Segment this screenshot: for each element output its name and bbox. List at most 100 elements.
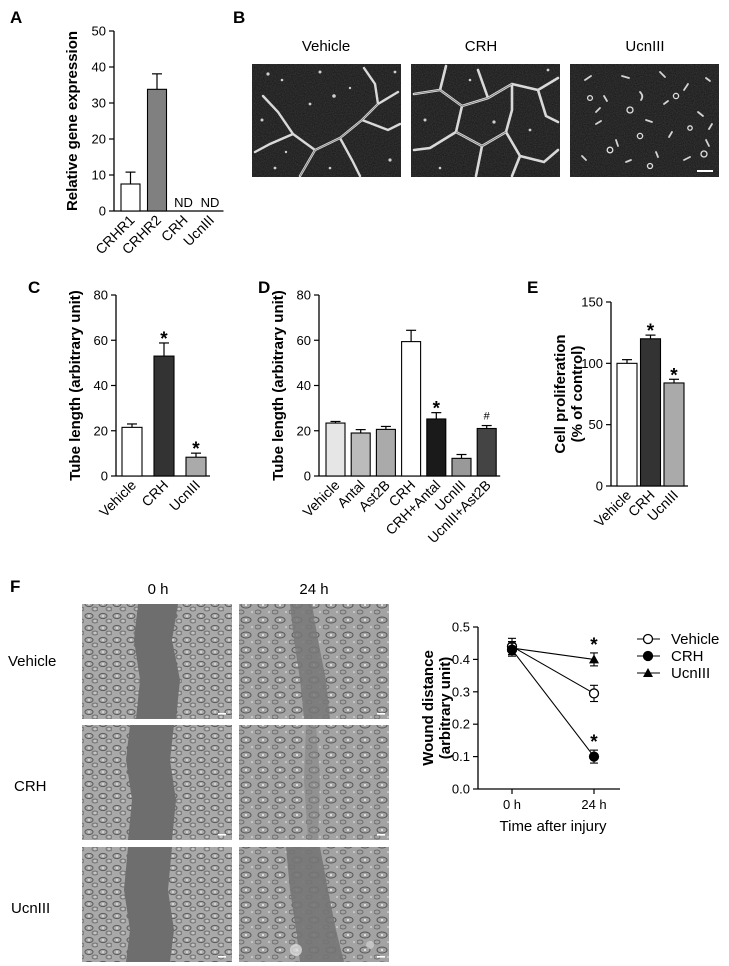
chart-f-y-tick-label: 0.2 <box>452 717 470 732</box>
chart-a-y-tick-label: 40 <box>92 60 106 75</box>
panel-f-col-0h: 0 h <box>148 581 169 598</box>
chart-c-y-tick-label: 60 <box>94 333 108 348</box>
chart-f-y-label: (arbitrary unit) <box>437 657 454 760</box>
panel-e: E 0 50 100 150 Cell proliferation (% of contr… <box>527 278 688 530</box>
chart-c-bar <box>121 426 143 477</box>
panel-c-letter: C <box>28 278 40 297</box>
chart-a-annotation: ND <box>174 195 193 210</box>
panel-f-letter: F <box>10 577 20 596</box>
chart-f: 0.0 0.1 0.2 0.3 0.4 0.5 0 h 24 h Time after inju… <box>420 620 719 836</box>
chart-f-point-crh <box>588 751 600 762</box>
panel-b-title-vehicle: Vehicle <box>302 38 350 55</box>
chart-d-y-tick-label: 0 <box>304 469 311 484</box>
chart-a-y-tick-label: 10 <box>92 168 106 183</box>
scale-bar <box>697 170 713 172</box>
chart-c-bar <box>153 355 175 477</box>
chart-f-legend-marker <box>642 650 654 662</box>
wound-image-ucniii-24h <box>239 847 389 962</box>
chart-f-x-label: Time after injury <box>500 818 607 835</box>
chart-d-y-label: Tube length (arbitrary unit) <box>270 290 287 481</box>
chart-c-y-tick-label: 40 <box>94 378 108 393</box>
panel-b-title-ucniii: UcnIII <box>625 38 664 55</box>
chart-d-bar <box>325 422 346 477</box>
panel-f-row-vehicle: Vehicle <box>8 653 56 670</box>
chart-f-y-tick-label: 0.4 <box>452 652 470 667</box>
chart-f-y-tick-label: 0.5 <box>452 620 470 635</box>
chart-a-bar <box>120 183 141 212</box>
chart-a-y-tick-label: 0 <box>99 204 106 219</box>
panel-d-letter: D <box>258 278 270 297</box>
chart-e-bar <box>639 338 662 487</box>
chart-f-point-ucniii <box>507 643 517 653</box>
chart-e-y-tick-label: 0 <box>596 479 603 494</box>
chart-f-point-ucniii <box>589 654 599 664</box>
chart-d-bar <box>350 432 371 477</box>
chart-a-y-tick-label: 20 <box>92 132 106 147</box>
panel-f-row-crh: CRH <box>14 778 47 795</box>
chart-e-bar <box>663 382 685 487</box>
panel-b-letter: B <box>233 8 245 27</box>
chart-c-y-tick-label: 80 <box>94 288 108 303</box>
chart-e-y-tick-label: 150 <box>581 295 603 310</box>
chart-e-annotation: * <box>670 365 678 386</box>
chart-f-series-line <box>511 645 595 694</box>
chart-d-bar <box>426 418 447 477</box>
panel-f-row-ucniii: UcnIII <box>11 900 50 917</box>
chart-d-bar <box>401 341 422 477</box>
chart-f-legend-label: Vehicle <box>671 631 719 648</box>
panel-a-letter: A <box>10 8 22 27</box>
chart-e: 0 50 100 150 Cell proliferation (% of control… <box>552 295 688 530</box>
chart-d-bar <box>476 427 497 477</box>
wound-image-vehicle-24h <box>239 604 389 719</box>
chart-c-category-label: UcnIII <box>166 477 203 514</box>
chart-f-legend-marker <box>642 633 654 645</box>
chart-f-series-line <box>511 647 595 660</box>
chart-a-bar <box>146 88 168 212</box>
panel-e-letter: E <box>527 278 538 297</box>
chart-a-annotation: ND <box>201 195 220 210</box>
chart-e-y-tick-label: 100 <box>581 356 603 371</box>
chart-c-annotation: * <box>192 439 200 460</box>
chart-c-bar <box>185 456 207 477</box>
chart-e-y-label: (% of control) <box>569 346 586 443</box>
tube-image-vehicle <box>252 64 402 178</box>
chart-d-y-tick-label: 80 <box>297 288 311 303</box>
chart-c-y-label: Tube length (arbitrary unit) <box>67 290 84 481</box>
chart-f-legend-label: CRH <box>671 648 704 665</box>
chart-e-bar <box>616 362 638 487</box>
chart-d-y-tick-label: 60 <box>297 333 311 348</box>
chart-f-point-vehicle <box>588 688 600 699</box>
chart-c-annotation: * <box>160 329 168 350</box>
chart-f-annotation: * <box>590 635 598 656</box>
chart-e-y-label: Cell proliferation <box>552 334 569 453</box>
chart-f-y-tick-label: 0.1 <box>452 749 470 764</box>
chart-f-y-tick-label: 0.3 <box>452 684 470 699</box>
chart-c-y-tick-label: 0 <box>101 469 108 484</box>
chart-f-y-tick-label: 0.0 <box>452 782 470 797</box>
chart-d-y-tick-label: 40 <box>297 378 311 393</box>
chart-e-y-tick-label: 50 <box>589 417 603 432</box>
panel-b-title-crh: CRH <box>465 38 498 55</box>
wound-image-vehicle-0h <box>82 604 232 719</box>
chart-a-y-label: Relative gene expression <box>64 31 81 211</box>
wound-image-crh-0h <box>82 725 232 840</box>
wound-image-crh-24h <box>239 725 389 840</box>
tube-image-crh <box>411 64 560 178</box>
chart-a-y-tick-label: 50 <box>92 24 106 39</box>
chart-f-x-tick-label: 24 h <box>581 797 606 812</box>
chart-f-x-tick-label: 0 h <box>503 797 521 812</box>
chart-d-annotation: * <box>433 399 441 420</box>
chart-f-annotation: * <box>590 732 598 753</box>
chart-c-y-tick-label: 20 <box>94 423 108 438</box>
chart-f-legend-label: UcnIII <box>671 665 710 682</box>
panel-f-col-24h: 24 h <box>299 581 328 598</box>
tube-image-ucniii <box>570 64 719 177</box>
chart-d-bar <box>375 428 396 477</box>
chart-a-y-tick-label: 30 <box>92 96 106 111</box>
